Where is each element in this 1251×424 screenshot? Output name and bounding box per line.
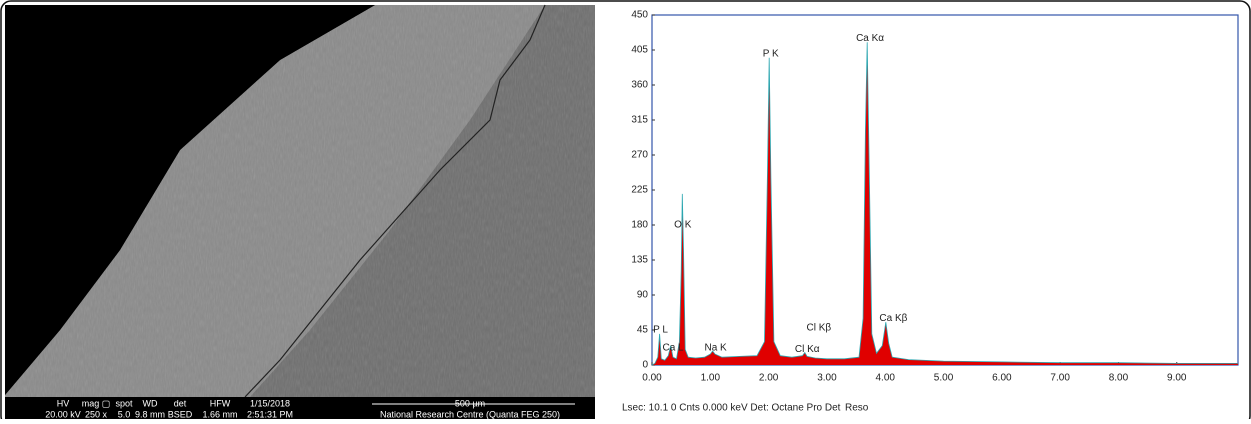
y-tick-label: 90 <box>637 290 649 301</box>
peak-label: Cl Kα <box>795 344 820 355</box>
x-tick-label: 9.00 <box>1167 373 1187 384</box>
info-value: 250 x <box>85 409 108 419</box>
footer: Lsec: 10.1 0 Cnts 0.000 keV Det: Octane … <box>622 403 841 414</box>
x-tick-label: 0.00 <box>642 373 662 384</box>
info-label: 500 µm <box>455 398 485 408</box>
peak-label: Na K <box>704 343 727 354</box>
sem-image <box>5 5 595 397</box>
y-tick-label: 225 <box>631 185 648 196</box>
peak-label: Ca Kβ <box>879 313 907 324</box>
info-value: 1.66 mm <box>202 409 237 419</box>
y-tick-label: 0 <box>642 360 648 371</box>
figure: HV mag ▢ spot WD det HFW 1/15/2018 500 µm 20.00 … <box>0 0 1251 419</box>
y-tick-label: 135 <box>631 255 648 266</box>
y-tick-label: 360 <box>631 80 648 91</box>
y-tick-label: 315 <box>631 115 648 126</box>
info-value: BSED <box>168 409 193 419</box>
x-tick-label: 1.00 <box>701 373 721 384</box>
peak-label: Ca Kα <box>856 33 884 44</box>
info-label: mag ▢ <box>82 398 111 408</box>
info-label: HFW <box>210 398 231 408</box>
peak-label: Ca L <box>662 343 684 354</box>
y-tick-label: 405 <box>631 45 648 56</box>
info-value: National Research Centre (Quanta FEG 250… <box>380 409 560 419</box>
y-tick-label: 180 <box>631 220 648 231</box>
x-tick-label: 5.00 <box>934 373 954 384</box>
x-tick-label: 6.00 <box>992 373 1012 384</box>
x-tick-label: 8.00 <box>1109 373 1129 384</box>
peak-label: O K <box>674 220 692 231</box>
y-tick-label: 450 <box>631 10 648 21</box>
info-value: 5.0 <box>118 409 131 419</box>
x-tick-label: 4.00 <box>875 373 895 384</box>
peak-label: P L <box>653 325 668 336</box>
info-value: 9.8 mm <box>135 409 165 419</box>
info-label: 1/15/2018 <box>250 398 290 408</box>
peak-label: Cl Kβ <box>807 322 832 333</box>
x-tick-label: 2.00 <box>759 373 779 384</box>
x-tick-label: 3.00 <box>817 373 837 384</box>
info-label: spot <box>115 398 133 408</box>
x-tick-label: 7.00 <box>1050 373 1070 384</box>
info-label: det <box>174 398 187 408</box>
peak-label: P K <box>763 49 779 60</box>
y-tick-label: 45 <box>637 325 649 336</box>
y-tick-label: 270 <box>631 150 648 161</box>
info-label: WD <box>143 398 158 408</box>
footer-right: Reso <box>845 403 869 414</box>
info-label: HV <box>57 398 70 408</box>
info-value: 20.00 kV <box>45 409 81 419</box>
info-value: 2:51:31 PM <box>247 409 293 419</box>
